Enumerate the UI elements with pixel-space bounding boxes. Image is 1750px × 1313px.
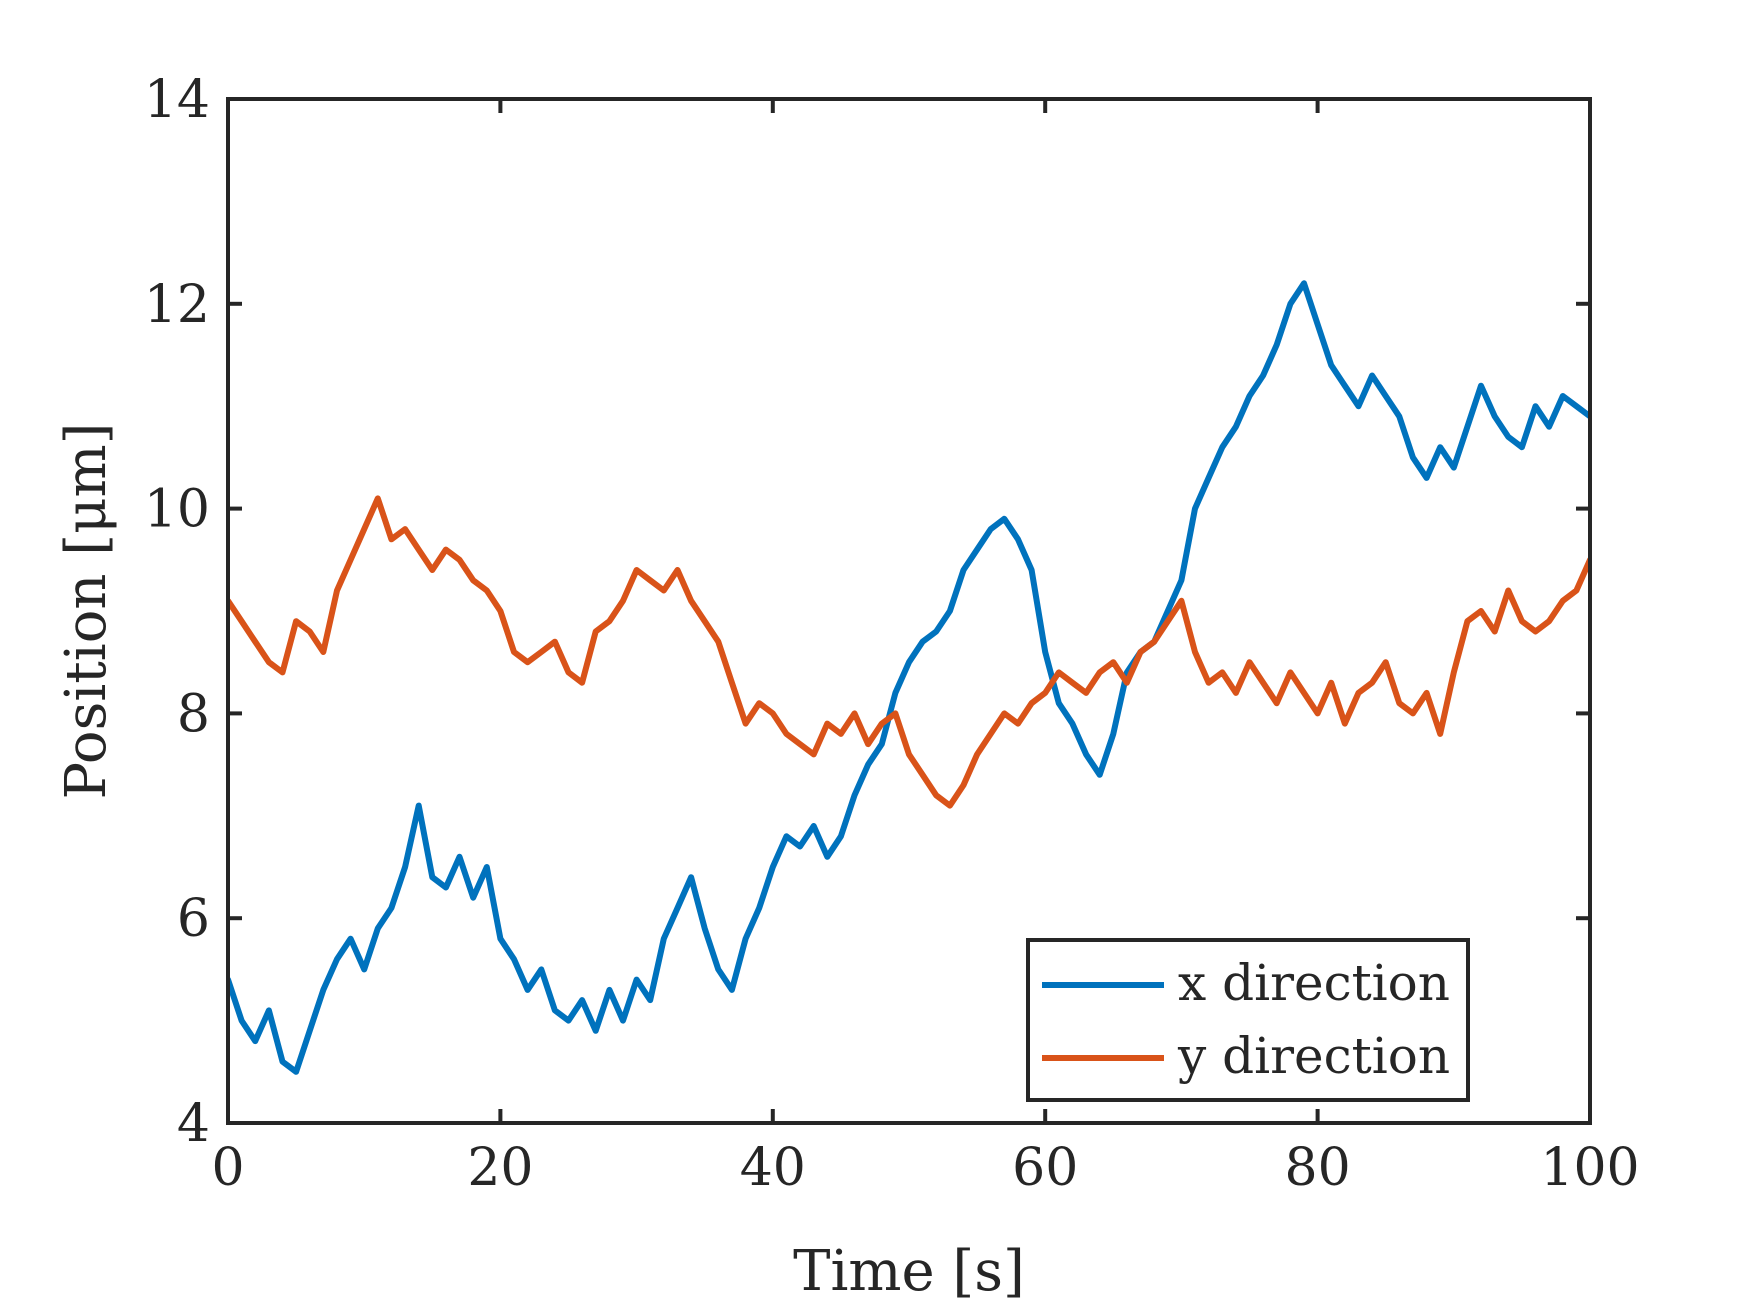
- x-tick-label-80: 80: [1285, 1138, 1351, 1198]
- y-tick-label-10: 10: [144, 480, 210, 540]
- y-tick-label-6: 6: [177, 889, 210, 949]
- y-axis-title: Position [μm]: [54, 423, 119, 800]
- x-tick-label-100: 100: [1540, 1138, 1639, 1198]
- y-tick-label-8: 8: [177, 684, 210, 744]
- legend: x direction y direction: [1026, 938, 1470, 1102]
- y-tick-label-14: 14: [144, 70, 210, 130]
- legend-label-x-direction: x direction: [1178, 954, 1450, 1012]
- legend-label-y-direction: y direction: [1177, 1027, 1450, 1085]
- series-line-x-direction: [228, 280, 1590, 1075]
- series-line-y-direction: [228, 495, 1590, 809]
- x-tick-labels: 0 20 40 60 80 100: [211, 1138, 1639, 1198]
- x-tick-label-20: 20: [467, 1138, 533, 1198]
- x-axis-title: Time [s]: [793, 1239, 1025, 1304]
- y-tick-label-12: 12: [144, 275, 210, 335]
- x-tick-label-60: 60: [1012, 1138, 1078, 1198]
- legend-box: [1026, 938, 1470, 1102]
- x-tick-label-40: 40: [740, 1138, 806, 1198]
- y-tick-label-4: 4: [177, 1094, 210, 1154]
- series-layer: [228, 280, 1590, 1075]
- x-tick-label-0: 0: [211, 1138, 244, 1198]
- plot-frame: [226, 97, 1592, 1125]
- y-tick-labels: 4 6 8 10 12 14: [144, 70, 210, 1154]
